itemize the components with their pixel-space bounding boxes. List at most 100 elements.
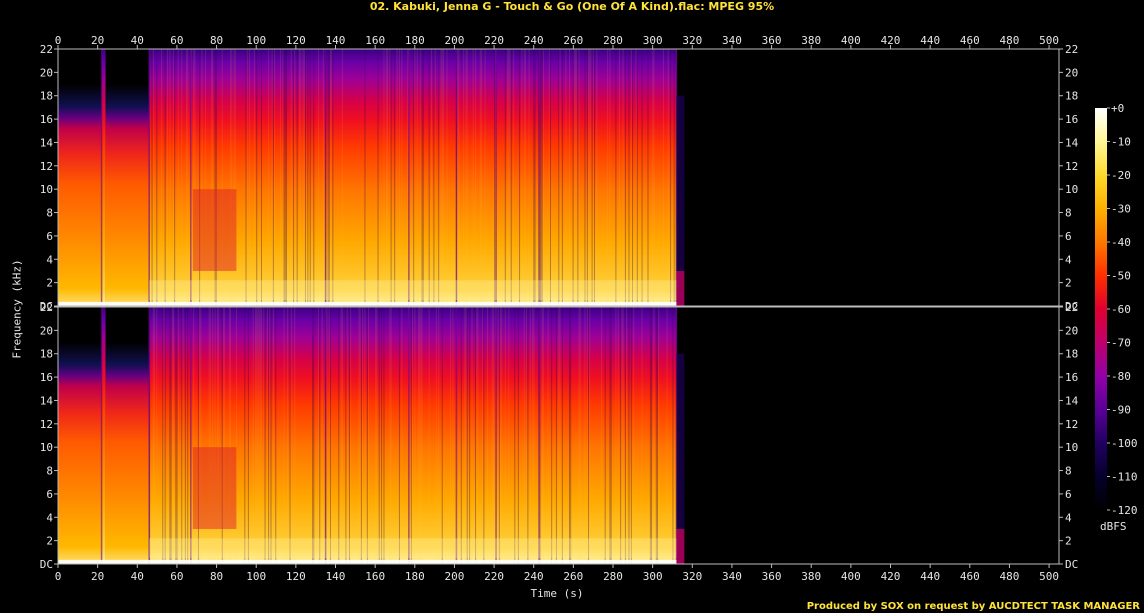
y-tick-label: 2 — [46, 277, 53, 290]
y-tick-label: 20 — [40, 324, 53, 337]
x-tick-label: 80 — [210, 570, 223, 583]
colorbar-tick-label: -30 — [1111, 203, 1131, 216]
y-tick-label: DC — [40, 558, 53, 571]
y-tick-label-right: 20 — [1065, 66, 1078, 79]
transient-line — [495, 307, 497, 564]
x-tick-label: 0 — [55, 570, 62, 583]
x-tick-label-top: 160 — [365, 34, 385, 47]
x-tick-label-top: 20 — [91, 34, 104, 47]
y-tick-label-right: 8 — [1065, 207, 1072, 220]
decay-tail — [676, 528, 685, 564]
transient-line — [100, 49, 103, 306]
y-axis-label: Frequency (kHz) — [10, 259, 24, 359]
y-tick-label-right: 10 — [1065, 441, 1078, 454]
x-tick-label: 300 — [643, 570, 663, 583]
y-tick-label-right: 8 — [1065, 465, 1072, 478]
y-tick-label: 16 — [40, 371, 53, 384]
y-tick-label-right: 6 — [1065, 488, 1072, 501]
y-tick-label-right: 16 — [1065, 371, 1078, 384]
colorbar-tick-label: -50 — [1111, 270, 1131, 283]
y-tick-label: 14 — [40, 394, 54, 407]
y-tick-label: 14 — [40, 136, 54, 149]
x-tick-label: 380 — [801, 570, 821, 583]
colorbar-tick-label: -120 — [1111, 504, 1138, 517]
y-tick-label-right: 18 — [1065, 348, 1078, 361]
x-tick-label-top: 60 — [170, 34, 183, 47]
transient-line — [100, 307, 103, 564]
x-tick-label-top: 200 — [444, 34, 464, 47]
transient-line — [190, 49, 192, 306]
colorbar-tick-label: -80 — [1111, 370, 1131, 383]
y-tick-label: 10 — [40, 441, 53, 454]
y-tick-label: 22 — [40, 43, 53, 56]
x-tick-label-top: 220 — [484, 34, 504, 47]
x-tick-label: 160 — [365, 570, 385, 583]
transient-line — [455, 307, 458, 564]
energy-segment-3 — [105, 84, 150, 306]
transient-line — [190, 307, 192, 564]
x-tick-label-top: 240 — [524, 34, 544, 47]
x-tick-label-top: 0 — [55, 34, 62, 47]
energy-segment-4 — [149, 49, 677, 306]
x-tick-label: 100 — [246, 570, 266, 583]
transient-line — [455, 49, 458, 306]
panel-frame — [57, 48, 1060, 307]
y-tick-label-right: 22 — [1065, 43, 1078, 56]
colorbar-tick-label: -60 — [1111, 303, 1131, 316]
x-tick-label: 40 — [131, 570, 144, 583]
x-tick-label-top: 480 — [1000, 34, 1020, 47]
transient-line — [148, 307, 150, 564]
energy-segment-1 — [58, 84, 102, 306]
x-tick-label-top: 80 — [210, 34, 223, 47]
energy-segment-2 — [101, 307, 106, 564]
x-tick-label-top: 280 — [603, 34, 623, 47]
y-tick-label: 20 — [40, 66, 53, 79]
x-tick-label: 180 — [405, 570, 425, 583]
colorbar-tick-label: -90 — [1111, 404, 1131, 417]
x-tick-label-top: 400 — [841, 34, 861, 47]
energy-segment-4 — [149, 307, 677, 564]
x-tick-label-top: 320 — [682, 34, 702, 47]
y-tick-label: 22 — [40, 301, 53, 314]
x-tick-label-top: 440 — [920, 34, 940, 47]
x-tick-label-top: 260 — [563, 34, 583, 47]
y-tick-label-right: 2 — [1065, 277, 1072, 290]
y-tick-label-right: 14 — [1065, 136, 1079, 149]
x-tick-label: 480 — [1000, 570, 1020, 583]
x-tick-label: 440 — [920, 570, 940, 583]
x-tick-label: 20 — [91, 570, 104, 583]
transient-line — [538, 307, 541, 564]
y-tick-label: 8 — [46, 465, 53, 478]
y-tick-label-right: 6 — [1065, 230, 1072, 243]
x-tick-label: 320 — [682, 570, 702, 583]
x-tick-label: 400 — [841, 570, 861, 583]
energy-segment-2 — [101, 49, 106, 306]
y-tick-label-right: 12 — [1065, 160, 1078, 173]
low-band — [58, 301, 677, 306]
x-tick-label-top: 40 — [131, 34, 144, 47]
colorbar-tick-label: -70 — [1111, 337, 1131, 350]
y-tick-label-right: 14 — [1065, 394, 1079, 407]
y-tick-label: DC — [40, 300, 53, 313]
energy-segment-1 — [58, 342, 102, 564]
y-tick-label-right: 2 — [1065, 535, 1072, 548]
transient-line — [495, 49, 497, 306]
colorbar-tick-label: -20 — [1111, 169, 1131, 182]
y-tick-label-right: DC — [1065, 300, 1078, 313]
colorbar-tick-label: +0 — [1111, 102, 1124, 115]
low-band — [58, 559, 677, 564]
y-tick-label-right: 4 — [1065, 253, 1072, 266]
y-tick-label: 4 — [46, 511, 53, 524]
y-tick-label: 6 — [46, 488, 53, 501]
colorbar-tick-label: -10 — [1111, 136, 1131, 149]
x-tick-label: 240 — [524, 570, 544, 583]
x-tick-label: 500 — [1039, 570, 1059, 583]
y-tick-label: 8 — [46, 207, 53, 220]
y-tick-label: 10 — [40, 183, 53, 196]
chart-title: 02. Kabuki, Jenna G - Touch & Go (One Of… — [369, 0, 775, 13]
x-tick-label: 280 — [603, 570, 623, 583]
x-tick-label: 60 — [170, 570, 183, 583]
y-tick-label-right: 10 — [1065, 183, 1078, 196]
colorbar-label: dBFS — [1100, 520, 1127, 533]
